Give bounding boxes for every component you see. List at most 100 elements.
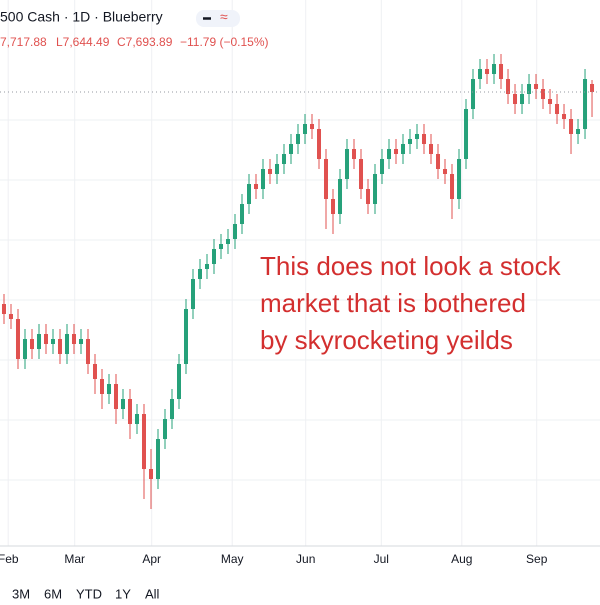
candle-body	[22, 339, 27, 359]
x-tick-label: May	[221, 552, 244, 566]
candle-body	[43, 334, 48, 344]
candle-body	[429, 144, 434, 154]
range-button[interactable]: 1Y	[115, 586, 131, 601]
candle-body	[176, 364, 181, 399]
candle-body	[548, 99, 553, 104]
candle-body	[1, 304, 6, 314]
candle-body	[583, 79, 588, 129]
x-tick-label: Jun	[296, 552, 315, 566]
candle-body	[394, 149, 399, 154]
candle-body	[527, 84, 532, 94]
candle-body	[345, 149, 350, 179]
grid	[0, 119, 600, 481]
candle-body	[506, 79, 511, 94]
candle-body	[562, 114, 567, 119]
ohlc-low: L7,644.49	[56, 35, 110, 49]
candle-body	[296, 134, 301, 144]
candle-body	[162, 419, 167, 439]
candle-body	[373, 174, 378, 204]
candle-body	[478, 69, 483, 79]
candle-body	[282, 154, 287, 164]
candle-body	[64, 334, 69, 354]
candle-body	[141, 414, 146, 469]
candle-body	[15, 319, 20, 359]
candle-body	[457, 159, 462, 199]
candle-body	[534, 84, 539, 89]
ohlc-close: C7,693.89	[117, 35, 173, 49]
indicator-pill[interactable]	[196, 10, 240, 27]
range-button[interactable]: 3M	[12, 586, 30, 601]
candle-body	[85, 339, 90, 364]
x-tick-label: Feb	[0, 552, 19, 566]
candle-body	[205, 264, 210, 269]
candle-body	[198, 269, 202, 279]
candle-body	[92, 364, 97, 379]
candle-body	[317, 129, 322, 159]
candle-body	[233, 224, 238, 239]
candle-body	[50, 339, 55, 344]
x-tick-label: Mar	[64, 552, 85, 566]
candle-body	[555, 104, 560, 114]
range-button[interactable]: All	[145, 586, 160, 601]
candle-body	[576, 129, 581, 134]
candle-body	[464, 109, 469, 159]
candle-body	[541, 89, 546, 99]
candle-body	[71, 334, 76, 344]
candle-body	[303, 124, 308, 134]
candle-body	[78, 339, 83, 344]
candle-body	[219, 244, 224, 249]
candle-body	[408, 139, 413, 144]
candle-body	[366, 189, 371, 204]
candle-body	[8, 314, 13, 319]
candle-body	[387, 149, 392, 159]
candle-body	[268, 169, 273, 174]
candle-body	[331, 199, 336, 214]
candle-body	[99, 379, 104, 394]
candle-body	[226, 239, 231, 244]
range-button[interactable]: 6M	[44, 586, 62, 601]
annotation-line: market that is bothered	[260, 288, 526, 318]
candle-body	[415, 134, 420, 139]
candle-body	[513, 94, 518, 104]
range-button[interactable]: YTD	[76, 586, 102, 601]
x-tick-label: Aug	[451, 552, 472, 566]
candle-body	[380, 159, 385, 174]
candle-body	[29, 339, 34, 349]
annotation-line: by skyrocketing yeilds	[260, 325, 513, 355]
candle-body	[127, 399, 132, 424]
candle-body	[148, 469, 153, 479]
candle-body	[275, 164, 280, 174]
candle-body	[120, 399, 125, 409]
candle-body	[240, 204, 245, 224]
candle-body	[183, 309, 188, 364]
candle-body	[471, 79, 476, 109]
candle-body	[190, 279, 195, 309]
candle-body	[338, 179, 343, 214]
candle-body	[310, 124, 315, 129]
candle-body	[436, 154, 441, 169]
candle-body	[57, 339, 62, 354]
candle-body	[134, 414, 139, 424]
x-tick-label: Sep	[526, 552, 548, 566]
candle-body	[422, 134, 427, 144]
x-tick-label: Jul	[374, 552, 389, 566]
candle-body	[569, 119, 574, 134]
candle-body	[443, 169, 448, 174]
annotation-line: This does not look a stock	[260, 251, 562, 281]
candle-body	[212, 249, 217, 264]
candle-body	[106, 384, 111, 394]
candle-body	[499, 64, 504, 79]
candle-body	[113, 384, 118, 409]
candle-body	[169, 399, 174, 419]
candle-body	[352, 149, 357, 159]
candle-body	[324, 159, 329, 199]
candle-body	[247, 184, 252, 204]
candle-body	[36, 334, 41, 349]
ohlc-change: −11.79 (−0.15%)	[180, 35, 269, 49]
x-tick-label: Apr	[142, 552, 161, 566]
candle-body	[485, 69, 490, 74]
candle-body	[254, 184, 259, 189]
candle-body	[261, 169, 266, 189]
candle-body	[155, 439, 160, 479]
